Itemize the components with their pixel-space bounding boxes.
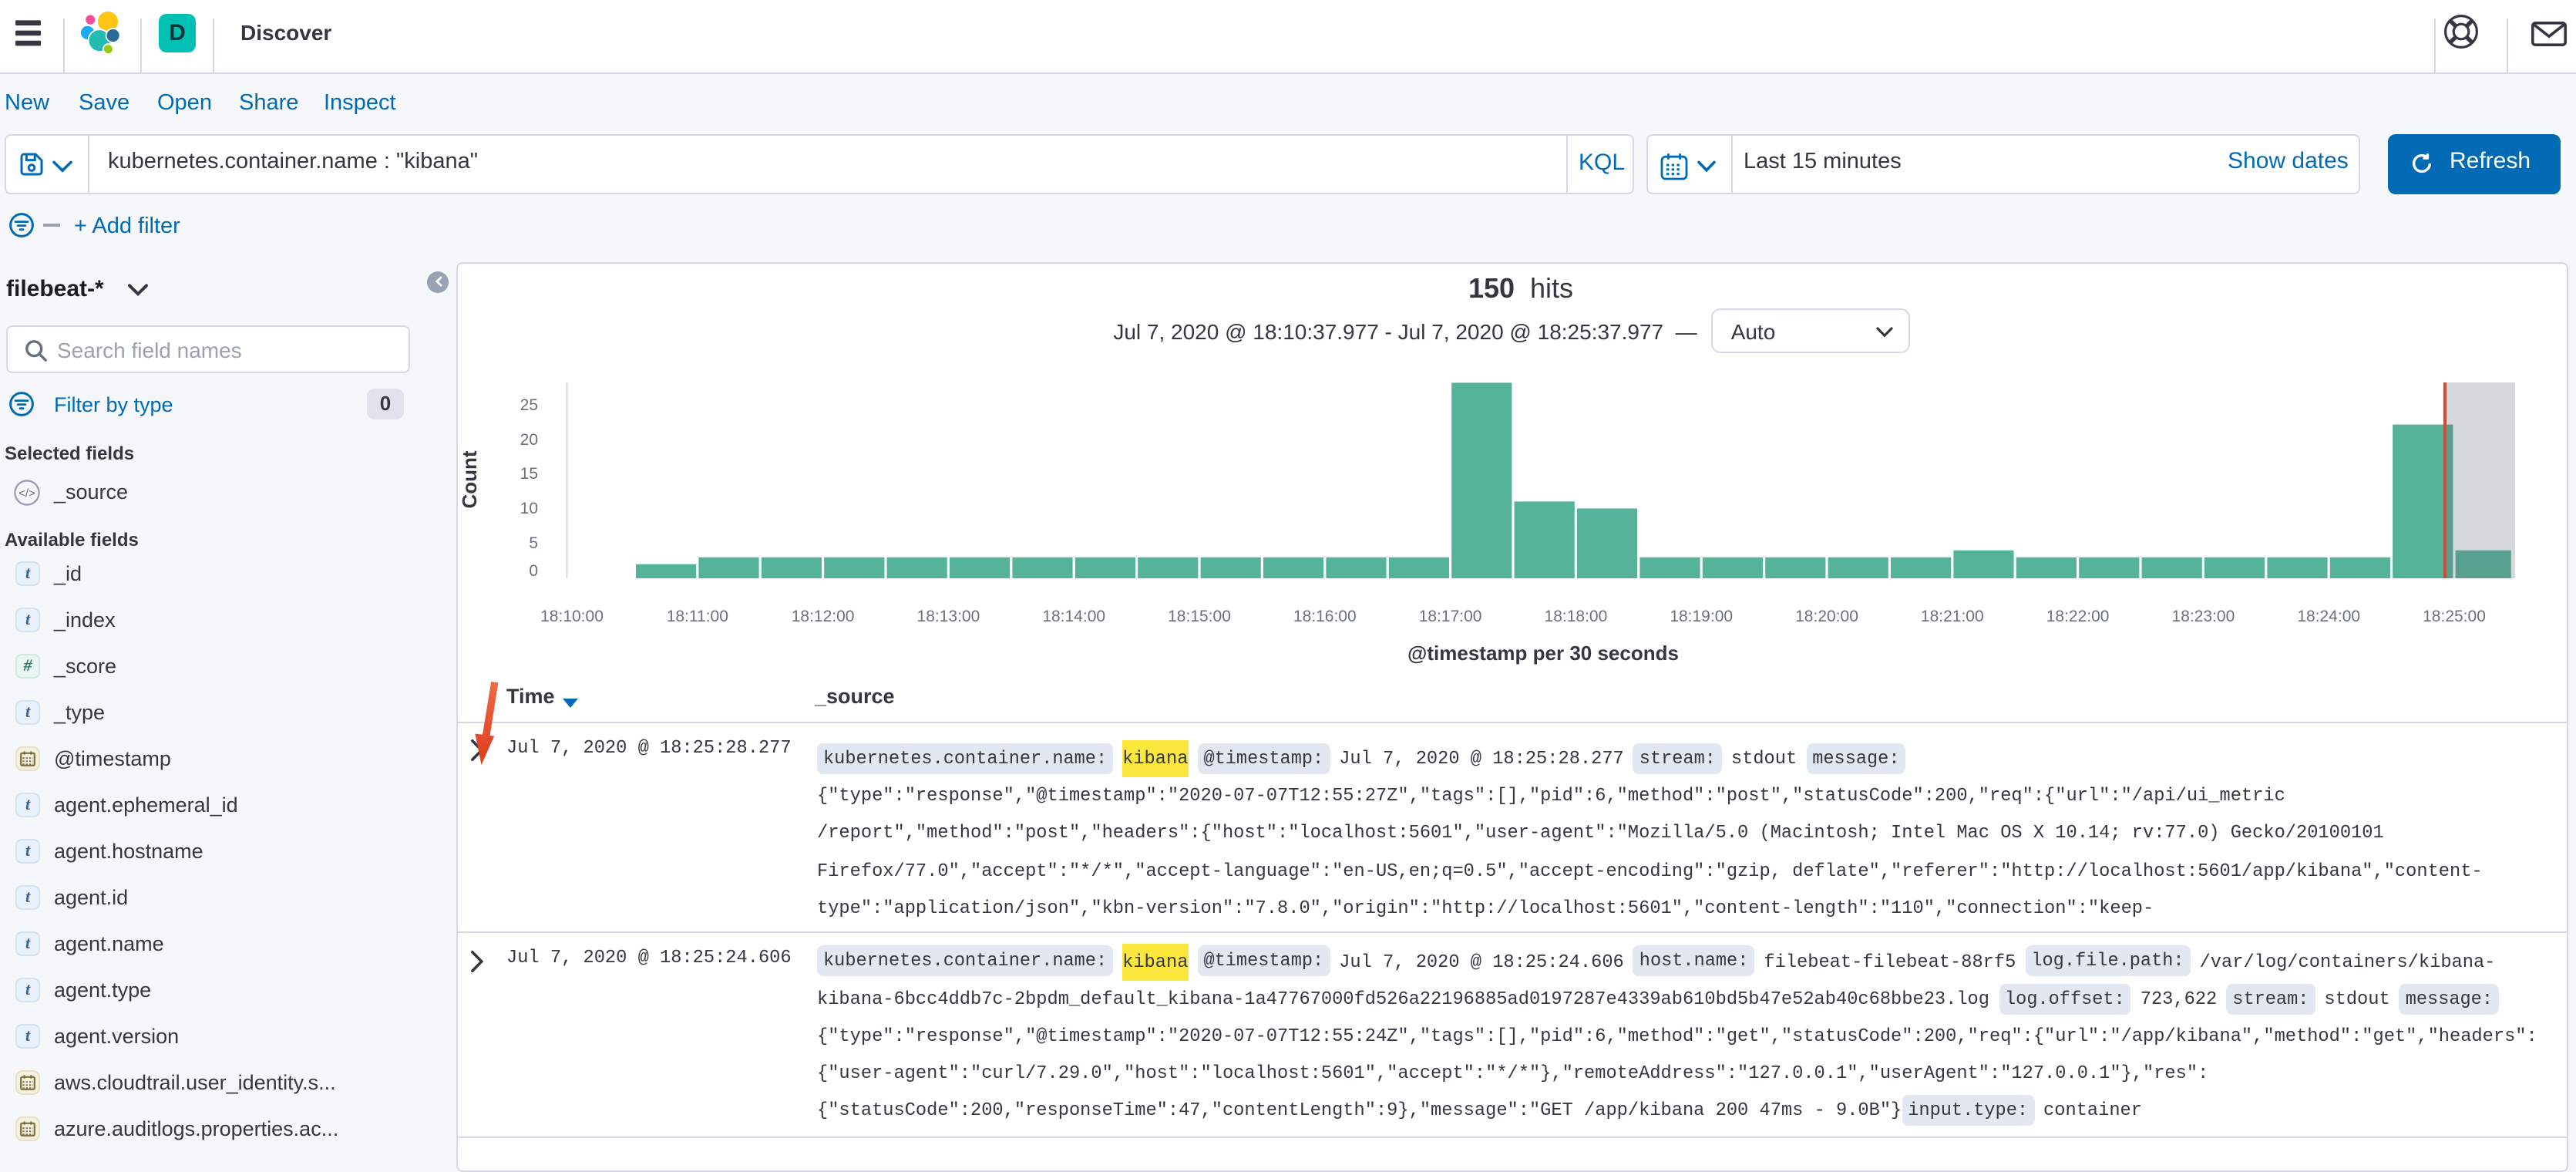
svg-text:</>: </> (18, 487, 35, 500)
svg-text:@timestamp per 30 seconds: @timestamp per 30 seconds (1407, 642, 1679, 665)
svg-text:15: 15 (520, 465, 538, 483)
svg-text:18:24:00: 18:24:00 (2297, 608, 2360, 625)
svg-text:18:19:00: 18:19:00 (1670, 608, 1733, 625)
svg-text:18:22:00: 18:22:00 (2046, 608, 2110, 625)
svg-text:18:23:00: 18:23:00 (2172, 608, 2235, 625)
svg-text:18:13:00: 18:13:00 (917, 608, 980, 625)
svg-text:18:25:00: 18:25:00 (2423, 608, 2486, 625)
svg-text:18:17:00: 18:17:00 (1419, 608, 1482, 625)
svg-text:18:10:00: 18:10:00 (540, 608, 604, 625)
svg-text:Count: Count (458, 450, 481, 508)
svg-text:0: 0 (529, 562, 538, 580)
svg-text:18:14:00: 18:14:00 (1042, 608, 1105, 625)
svg-text:5: 5 (529, 534, 538, 552)
svg-text:18:21:00: 18:21:00 (1921, 608, 1984, 625)
svg-text:25: 25 (520, 396, 538, 414)
svg-text:18:16:00: 18:16:00 (1293, 608, 1357, 625)
svg-text:20: 20 (520, 431, 538, 449)
svg-text:18:18:00: 18:18:00 (1545, 608, 1608, 625)
svg-text:10: 10 (520, 500, 538, 517)
svg-text:18:12:00: 18:12:00 (792, 608, 855, 625)
svg-text:18:11:00: 18:11:00 (667, 608, 728, 625)
svg-text:18:20:00: 18:20:00 (1795, 608, 1858, 625)
svg-text:18:15:00: 18:15:00 (1168, 608, 1231, 625)
